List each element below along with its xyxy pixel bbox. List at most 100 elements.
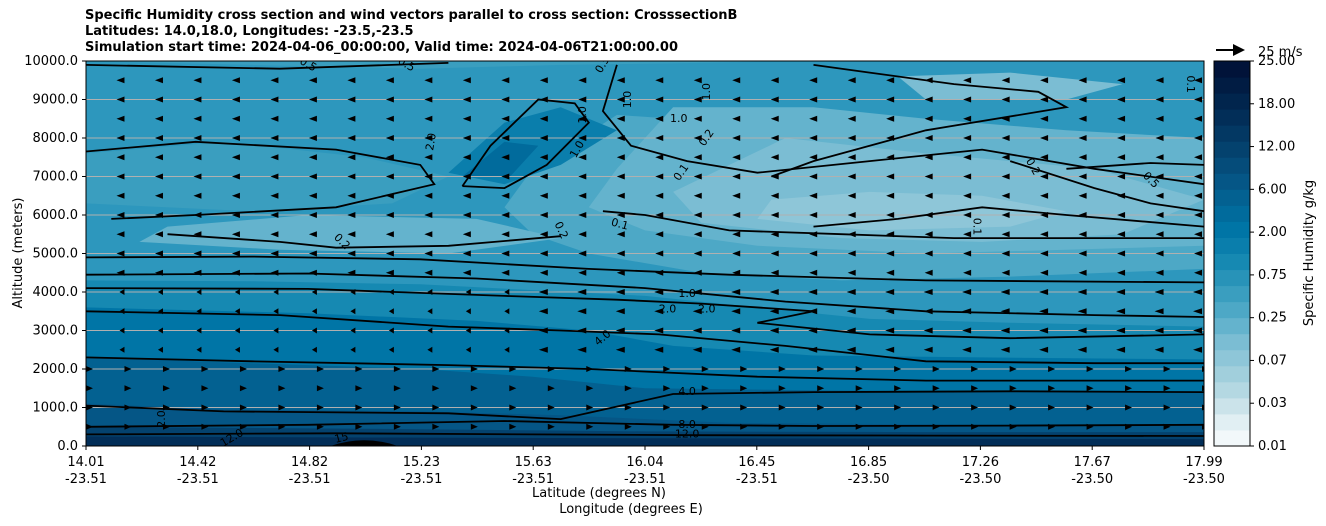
wind-vector-arrow [855, 404, 863, 411]
wind-vector-arrow [963, 96, 972, 103]
contour-label: 1.0 [576, 106, 589, 124]
wind-vector-arrow [1048, 385, 1056, 392]
wind-vector-arrow [971, 423, 979, 430]
wind-vector-arrow [234, 289, 240, 295]
wind-vector-arrow [393, 385, 401, 392]
wind-vector-arrow [157, 346, 163, 353]
wind-vector-arrow [539, 154, 548, 161]
wind-vector-arrow [770, 77, 779, 84]
wind-vector-arrow [116, 212, 125, 218]
wind-vector-arrow [1000, 327, 1010, 334]
wind-vector-arrow [350, 327, 356, 334]
wind-vector-arrow [193, 96, 202, 103]
wind-vector-arrow [470, 423, 478, 430]
wind-vector-arrow [1039, 308, 1049, 315]
wind-vector-arrow [770, 250, 779, 257]
contour-line [86, 310, 1204, 365]
wind-vector-arrow [1078, 115, 1087, 122]
wind-vector-arrow [586, 423, 594, 430]
wind-vector-arrow [846, 308, 856, 315]
y-tick-label: 8000.0 [33, 131, 79, 146]
wind-vector-arrow [1001, 135, 1010, 141]
contour-label: 4.0 [678, 385, 696, 398]
wind-vector-arrow [501, 96, 510, 103]
wind-vector-arrow [809, 173, 818, 180]
humidity-band [757, 191, 1067, 231]
wind-vector-arrow [732, 231, 741, 238]
colorbar-segment [1214, 429, 1250, 447]
wind-vector-arrow [1078, 154, 1087, 161]
colorbar-segment [1214, 253, 1250, 271]
wind-vector-arrow [1077, 289, 1087, 295]
wind-vector-arrow [963, 250, 972, 257]
wind-vector-arrow [663, 423, 671, 430]
wind-vector-arrow [270, 212, 279, 218]
wind-vector-arrow [124, 366, 132, 372]
wind-vector-arrow [1040, 96, 1049, 103]
wind-vector-arrow [963, 173, 972, 180]
wind-vector-arrow [424, 212, 433, 218]
wind-vector-arrow [770, 192, 779, 199]
wind-vector-arrow [1040, 192, 1049, 199]
wind-vector-arrow [501, 135, 510, 141]
wind-vector-arrow [270, 192, 279, 199]
wind-vector-arrow [578, 250, 587, 257]
wind-vector-arrow [778, 385, 786, 392]
wind-vector-arrow [1155, 173, 1164, 180]
wind-vector-arrow [538, 346, 548, 353]
wind-vector-arrow [615, 308, 625, 315]
x-tick-label-longitude: -23.51 [177, 472, 219, 487]
wind-vector-arrow [1001, 115, 1010, 122]
wind-vector-arrow [693, 212, 702, 218]
wind-vector-arrow [924, 77, 933, 84]
wind-vector-arrow [270, 115, 279, 122]
x-tick-label-latitude: 14.01 [67, 455, 104, 470]
wind-vector-arrow [424, 231, 433, 238]
wind-vector-arrow [270, 250, 279, 257]
wind-vector-arrow [501, 154, 510, 161]
wind-vector-arrow [424, 115, 433, 122]
wind-vector-arrow [311, 346, 317, 353]
contour-line [461, 98, 590, 190]
wind-vector-arrow [1117, 115, 1126, 122]
wind-vector-arrow [501, 173, 510, 180]
wind-vector-arrow [769, 346, 779, 353]
wind-vector-arrow [847, 96, 856, 103]
wind-vector-arrow [193, 115, 202, 122]
wind-vector-arrow [539, 173, 548, 180]
wind-vector-arrow [1194, 212, 1203, 218]
colorbar-tick-label: 25.00 [1258, 54, 1295, 69]
wind-vector-arrow [1048, 366, 1056, 372]
wind-vector-arrow [616, 269, 625, 276]
wind-vector-arrow [1009, 385, 1017, 392]
wind-vector-arrow [462, 269, 471, 276]
colorbar-segment [1214, 269, 1250, 287]
wind-vector-arrow [355, 404, 363, 411]
colorbar-tick-label: 12.00 [1258, 140, 1295, 155]
wind-vector-arrow [193, 135, 202, 141]
wind-vector-arrow [1040, 231, 1049, 238]
wind-vector-arrow [769, 327, 779, 334]
wind-vector-arrow [692, 308, 702, 315]
wind-vector-arrow [578, 269, 587, 276]
wind-vector-arrow [385, 269, 394, 276]
wind-vector-arrow [1116, 327, 1126, 334]
wind-vector-arrow [615, 289, 625, 295]
wind-vector-arrow [693, 250, 702, 257]
wind-vector-arrow [1078, 173, 1087, 180]
wind-vector-arrow [693, 231, 702, 238]
wind-vector-arrow [1116, 346, 1126, 353]
wind-vector-arrow [465, 289, 471, 295]
wind-vector-arrow [809, 135, 818, 141]
wind-vector-arrow [578, 173, 587, 180]
colorbar-segment [1214, 237, 1250, 254]
wind-vector-arrow [539, 192, 548, 199]
colorbar-tick-label: 0.07 [1258, 353, 1287, 368]
wind-vector-arrow [655, 212, 664, 218]
x-tick-label-longitude: -23.51 [512, 472, 554, 487]
wind-vector-arrow [231, 96, 240, 103]
wind-vector-arrow [770, 231, 779, 238]
contour-label: 1.0 [670, 112, 688, 125]
wind-vector-arrow [162, 366, 170, 372]
wind-vector-arrow [270, 96, 279, 103]
